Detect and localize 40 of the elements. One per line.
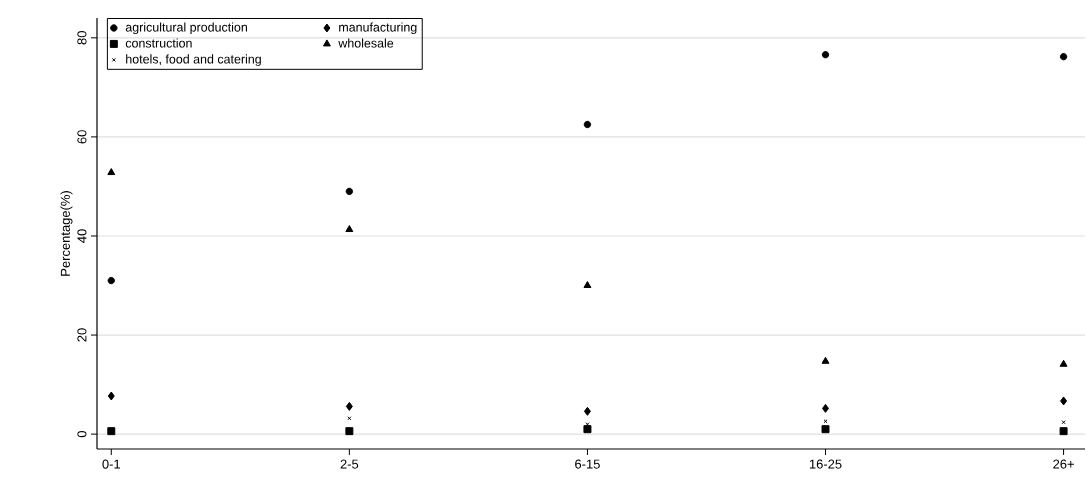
point bbox=[107, 276, 115, 285]
point bbox=[345, 187, 354, 196]
point bbox=[822, 403, 829, 413]
point bbox=[347, 416, 352, 421]
point bbox=[583, 406, 591, 416]
point bbox=[345, 401, 353, 411]
point bbox=[1059, 52, 1068, 61]
point bbox=[1060, 396, 1068, 406]
point bbox=[821, 425, 830, 434]
x-tick-label: 16-25 bbox=[809, 459, 842, 469]
y-axis-title: Percentage(%) bbox=[60, 191, 73, 276]
legend-label: manufacturing bbox=[339, 22, 417, 35]
y-tick-label: 20 bbox=[77, 328, 87, 342]
legend-label: construction bbox=[125, 38, 192, 48]
legend-label: hotels, food and catering bbox=[126, 54, 261, 66]
point bbox=[583, 281, 592, 289]
point bbox=[583, 425, 592, 434]
x-tick-label: 2-5 bbox=[340, 459, 359, 469]
legend-label: agricultural production bbox=[125, 22, 247, 35]
y-tick-label: 80 bbox=[77, 31, 87, 45]
point bbox=[345, 225, 354, 233]
x-tick-label: 0-1 bbox=[102, 459, 121, 469]
point bbox=[107, 168, 116, 176]
point bbox=[1059, 359, 1068, 367]
point bbox=[583, 120, 592, 129]
y-tick-label: 40 bbox=[77, 229, 87, 243]
point bbox=[821, 356, 830, 364]
x-tick-label: 6-15 bbox=[575, 459, 600, 469]
point bbox=[107, 391, 115, 401]
point bbox=[107, 427, 116, 436]
point bbox=[345, 427, 354, 436]
point bbox=[1061, 420, 1066, 425]
point bbox=[585, 422, 590, 427]
y-tick-label: 60 bbox=[77, 130, 87, 144]
point bbox=[823, 419, 828, 424]
legend-label: wholesale bbox=[338, 38, 394, 48]
point bbox=[1059, 427, 1068, 436]
x-tick-label: 26+ bbox=[1053, 459, 1074, 469]
y-tick-label: 0 bbox=[77, 431, 87, 438]
point bbox=[821, 50, 830, 59]
